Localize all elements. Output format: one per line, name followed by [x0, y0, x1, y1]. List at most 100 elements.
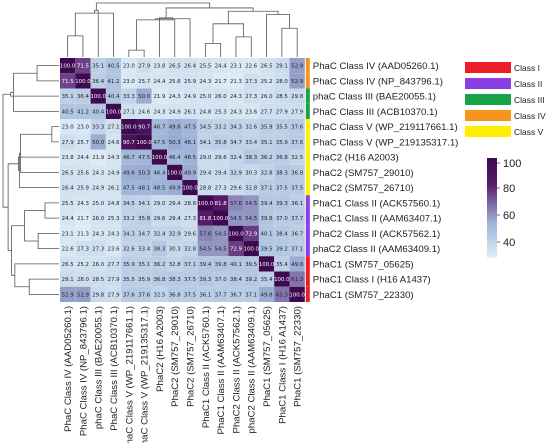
- heatmap-cell: [136, 103, 152, 119]
- heatmap-cell: [151, 286, 168, 302]
- cell-value-label: 40.4: [108, 94, 121, 100]
- cell-value-label: 29.0: [199, 155, 212, 161]
- heatmap-cell: [274, 286, 290, 302]
- cell-value-label: 26.4: [62, 186, 75, 192]
- heatmap-cell: [167, 286, 183, 302]
- heatmap-cell: [121, 271, 137, 287]
- heatmap-cell: [121, 256, 137, 272]
- heatmap-cell: [167, 88, 183, 104]
- heatmap-cell: [60, 271, 76, 287]
- cell-value-label: 29.4: [199, 170, 212, 176]
- cell-value-label: 36.8: [169, 292, 182, 298]
- cell-value-label: 22.6: [62, 247, 75, 253]
- heatmap-cell: [258, 149, 275, 165]
- row-label: PhaC1 Class I (H16 A1437): [313, 275, 431, 286]
- cell-value-label: 52.9: [291, 64, 304, 70]
- heatmap-cell: [60, 195, 76, 211]
- colorbar-segment: [487, 209, 497, 214]
- colorbar-segment: [487, 182, 497, 186]
- heatmap-cell: [228, 88, 244, 104]
- heatmap-cell: [90, 195, 106, 211]
- cell-value-label: 24.3: [77, 201, 89, 207]
- heatmap-cell: [243, 271, 259, 287]
- colorbar-tick-label: 80: [503, 183, 515, 195]
- cell-value-label: 35.8: [138, 216, 151, 222]
- heatmap-cell: [289, 286, 305, 302]
- heatmap-cell: [197, 73, 213, 89]
- heatmap-cell: [289, 241, 305, 257]
- heatmap-cell: [258, 73, 275, 89]
- cell-value-label: 24.4: [153, 79, 166, 85]
- heatmap-cell: [75, 88, 91, 104]
- cell-value-label: 34.1: [199, 140, 211, 146]
- column-dendrogram-branch: [227, 10, 279, 24]
- cell-value-label: 100.0: [75, 79, 91, 85]
- column-label: PhaC2 Class II (ACK57562.1): [231, 306, 242, 433]
- cell-value-label: 40.5: [62, 109, 74, 115]
- row-dendrogram-branch: [37, 232, 59, 250]
- heatmap-cell: [121, 164, 137, 180]
- row-label: phaC2 Class II (AAM63409.1): [313, 244, 440, 255]
- cell-value-label: 35.5: [123, 277, 135, 283]
- heatmap-cell: [105, 149, 122, 165]
- heatmap-cell: [243, 241, 259, 257]
- heatmap-cell: [258, 286, 275, 302]
- column-label: PhaC Class V (WP_219135317.1): [140, 306, 151, 443]
- cell-value-label: 49.8: [261, 292, 274, 298]
- colorbar-segment: [487, 239, 497, 243]
- cell-value-label: 21.7: [215, 79, 227, 85]
- colorbar-segment: [487, 170, 497, 174]
- heatmap-cell: [75, 286, 91, 302]
- heatmap-cell: [90, 256, 106, 272]
- heatmap-cell: [289, 73, 305, 89]
- cell-value-label: 52.9: [77, 292, 90, 298]
- heatmap-cell: [105, 241, 122, 257]
- heatmap-cell: [151, 271, 168, 287]
- cell-value-label: 50.3: [169, 140, 181, 146]
- heatmap-cell: [182, 286, 198, 302]
- heatmap-cell: [167, 180, 183, 196]
- heatmap-cell: [90, 73, 106, 89]
- heatmap-cell: [228, 58, 244, 74]
- heatmap-cell: [167, 195, 183, 211]
- cell-value-label: 34.1: [138, 201, 150, 207]
- cell-value-label: 90.7: [138, 125, 150, 131]
- cell-value-label: 40.1: [261, 231, 273, 237]
- heatmap-cell: [197, 103, 213, 119]
- cell-value-label: 24.8: [108, 201, 121, 207]
- heatmap-cell: [228, 119, 244, 135]
- class-bar-segment: [305, 271, 310, 287]
- cell-value-label: 28.0: [77, 277, 90, 283]
- heatmap-cell: [197, 271, 213, 287]
- heatmap-cell: [243, 225, 259, 241]
- class-bar-segment: [305, 241, 310, 257]
- cell-value-label: 38.3: [276, 170, 288, 176]
- colorbar-tick-label: 40: [503, 237, 515, 249]
- cell-value-label: 26.1: [108, 186, 120, 192]
- row-dendrogram-branch: [13, 72, 59, 112]
- row-dendrogram-branch: [36, 65, 59, 82]
- heatmap-cell: [75, 134, 91, 150]
- cell-value-label: 72.9: [230, 247, 243, 253]
- cell-value-label: 25.6: [169, 79, 182, 85]
- heatmap-cell: [182, 88, 198, 104]
- column-dendrogram-branch: [155, 18, 191, 57]
- heatmap-cell: [105, 225, 122, 241]
- heatmap-cell: [274, 256, 290, 272]
- row-label: PhaC Class IV (AAD05260.1): [313, 61, 439, 72]
- cell-value-label: 37.1: [291, 247, 303, 253]
- cell-value-label: 24.3: [108, 155, 120, 161]
- heatmap-cell: [121, 149, 137, 165]
- cell-value-label: 32.8: [261, 170, 274, 176]
- cell-value-label: 26.5: [62, 170, 74, 176]
- cell-value-label: 26.4: [184, 64, 197, 70]
- cell-value-label: 24.3: [230, 94, 242, 100]
- colorbar-segment: [487, 167, 497, 171]
- legend-label: Class III: [514, 95, 545, 105]
- cell-value-label: 34.5: [199, 125, 211, 131]
- row-dendrogram-branch: [28, 278, 59, 295]
- cell-value-label: 24.6: [138, 109, 151, 115]
- cell-value-label: 36.8: [291, 170, 304, 176]
- cell-value-label: 100.0: [289, 292, 305, 298]
- cell-value-label: 37.1: [184, 262, 196, 268]
